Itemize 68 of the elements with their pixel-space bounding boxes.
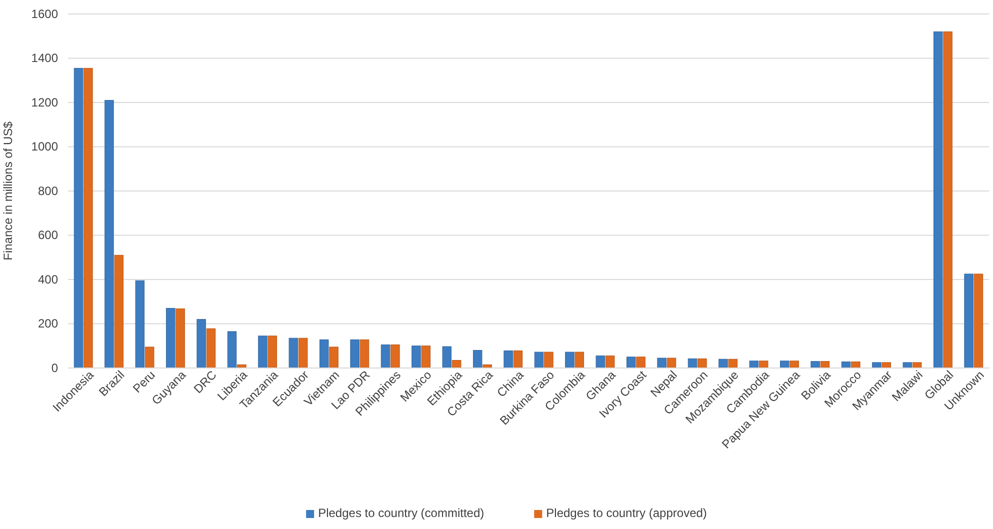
bar	[780, 360, 790, 368]
bar	[298, 338, 308, 368]
bar	[504, 350, 513, 368]
y-tick-label: 200	[38, 316, 58, 331]
bar	[688, 358, 698, 368]
bar	[114, 254, 124, 368]
bar	[810, 361, 820, 368]
bar	[258, 336, 268, 368]
bar	[758, 360, 768, 368]
bar	[412, 346, 421, 368]
bar	[380, 344, 390, 368]
bar	[790, 360, 799, 368]
bar	[902, 362, 912, 368]
bar	[227, 331, 237, 368]
bar	[544, 352, 554, 368]
legend-label: Pledges to country (approved)	[546, 506, 707, 520]
bar	[698, 358, 707, 368]
bar	[851, 362, 860, 368]
bar	[442, 346, 452, 368]
bar	[350, 339, 360, 368]
bar	[605, 356, 615, 368]
bar	[135, 280, 145, 368]
bar	[596, 356, 606, 368]
y-tick-label: 0	[51, 360, 58, 375]
y-tick-label: 1400	[31, 51, 58, 66]
bar	[329, 346, 338, 368]
bar	[472, 350, 482, 368]
y-tick-label: 800	[38, 184, 58, 198]
bar	[421, 346, 431, 368]
bar	[626, 356, 636, 368]
bar	[666, 358, 676, 368]
bar	[84, 68, 93, 368]
legend-label: Pledges to country (committed)	[318, 506, 484, 520]
bar	[749, 360, 759, 368]
bar	[144, 346, 154, 368]
bar	[166, 308, 176, 368]
bar	[176, 308, 185, 368]
bar	[728, 358, 738, 368]
bar	[872, 362, 882, 368]
y-tick-label: 1600	[31, 6, 58, 21]
bar	[452, 360, 462, 368]
bar	[933, 31, 943, 368]
bar	[964, 274, 974, 368]
bar	[360, 339, 370, 368]
bar	[974, 274, 984, 368]
bar	[912, 362, 922, 368]
bar	[196, 319, 206, 368]
y-tick-label: 1000	[31, 140, 58, 154]
bar	[288, 338, 298, 368]
bar	[319, 339, 329, 368]
y-tick-label: 600	[38, 228, 58, 242]
bar	[534, 352, 544, 368]
bar	[657, 358, 666, 368]
y-tick-label: 400	[38, 272, 58, 286]
bar	[718, 358, 728, 368]
bar	[74, 68, 84, 368]
bar	[513, 350, 523, 368]
bar	[565, 352, 574, 368]
bar	[882, 362, 892, 368]
bar	[104, 100, 114, 368]
y-axis-title: Finance in millions of US$	[1, 121, 15, 260]
bar	[636, 356, 646, 368]
bar	[268, 336, 278, 368]
bar	[574, 352, 584, 368]
bar	[390, 344, 400, 368]
bar	[206, 328, 216, 368]
bar	[943, 31, 952, 368]
y-tick-label: 1200	[31, 95, 58, 110]
